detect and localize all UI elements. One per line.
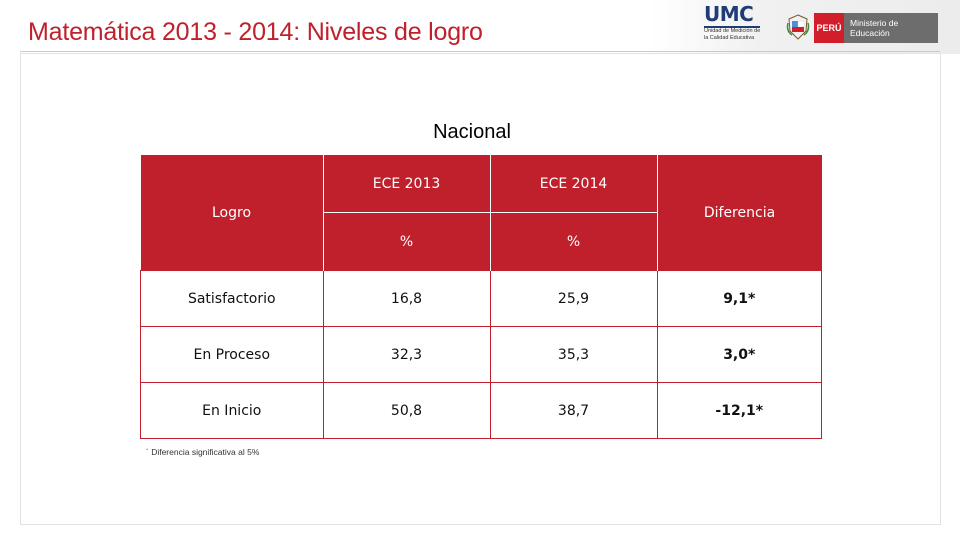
value-2014: 38,7 [489, 382, 658, 439]
ministry-logo: PERÚ Ministerio de Educación [814, 13, 938, 43]
umc-logo-subtitle: Unidad de Medición de la Calidad Educati… [704, 28, 761, 41]
ministry-name: Ministerio de Educación [850, 18, 899, 38]
achievement-table: Logro ECE 2013 ECE 2014 Diferencia % % S… [140, 155, 822, 439]
table-header-row-1: Logro ECE 2013 ECE 2014 Diferencia [140, 155, 822, 271]
header-ece-2013: ECE 2013 [323, 155, 491, 213]
table-subtitle: Nacional [433, 121, 511, 143]
row-label: En Inicio [140, 382, 324, 439]
row-label: En Proceso [140, 326, 324, 383]
value-2014: 25,9 [489, 270, 658, 327]
header-divider [20, 51, 940, 52]
table-row: Satisfactorio 16,8 25,9 9,1* [140, 270, 822, 327]
table-row: En Proceso 32,3 35,3 3,0* [140, 326, 822, 383]
value-difference: -12,1* [656, 382, 822, 439]
umc-logo-bar [704, 26, 760, 28]
value-difference: 9,1* [656, 270, 822, 327]
header-diferencia: Diferencia [657, 155, 822, 271]
peru-badge: PERÚ [814, 13, 844, 43]
page-title: Matemática 2013 - 2014: Niveles de logro [28, 18, 483, 46]
value-2013: 50,8 [322, 382, 491, 439]
value-2014: 35,3 [489, 326, 658, 383]
umc-logo-text: UMC [704, 2, 754, 26]
header-pct-2014: % [490, 212, 658, 271]
header-logro: Logro [140, 155, 324, 271]
national-seal-icon [786, 14, 810, 40]
value-2013: 16,8 [322, 270, 491, 327]
table-row: En Inicio 50,8 38,7 -12,1* [140, 382, 822, 439]
umc-logo: UMC Unidad de Medición de la Calidad Edu… [704, 4, 764, 50]
header-pct-2013: % [323, 212, 491, 271]
row-label: Satisfactorio [140, 270, 324, 327]
value-2013: 32,3 [322, 326, 491, 383]
footnote: ´ Diferencia significativa al 5% [146, 447, 260, 457]
value-difference: 3,0* [656, 326, 822, 383]
table-header-row-2: % % [141, 212, 822, 271]
header-ece-2014: ECE 2014 [490, 155, 658, 213]
